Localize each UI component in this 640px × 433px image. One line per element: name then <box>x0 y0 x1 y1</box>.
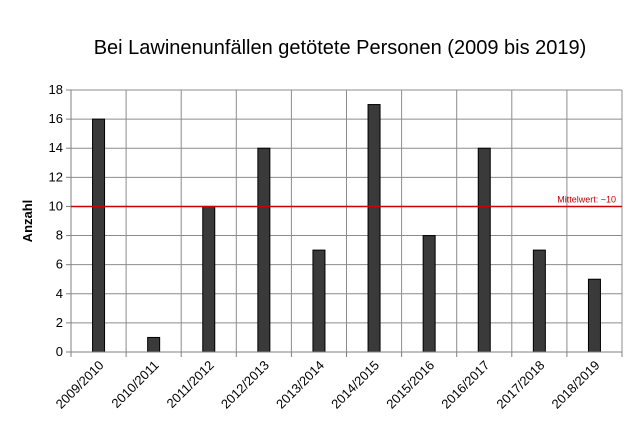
bar <box>587 278 601 353</box>
bar <box>257 147 271 353</box>
bar <box>202 205 216 353</box>
y-tick-label: 14 <box>49 140 63 155</box>
y-tick-label: 12 <box>49 169 63 184</box>
bar <box>367 104 381 353</box>
x-tick-label: 2016/2017 <box>438 358 492 412</box>
x-tick-labels: 2009/2010 2010/2011 2011/2012 2012/2013 2013… <box>53 358 603 412</box>
y-tick-label: 4 <box>56 286 63 301</box>
bars <box>92 104 601 353</box>
bar <box>147 336 161 353</box>
axes <box>66 89 623 357</box>
bar <box>312 249 326 353</box>
y-tick-label: 16 <box>49 111 63 126</box>
mean-reference-line: Mittelwert: ~10 <box>71 194 622 208</box>
y-tick-labels: 0 2 4 6 8 10 12 14 16 18 <box>49 82 63 359</box>
x-tick-label: 2014/2015 <box>328 358 382 412</box>
x-tick-label: 2011/2012 <box>163 358 216 411</box>
mean-line-label: Mittelwert: ~10 <box>557 194 616 204</box>
bar <box>477 147 491 353</box>
x-tick-label: 2015/2016 <box>383 358 437 412</box>
bar <box>422 235 436 353</box>
x-tick-label: 2018/2019 <box>549 358 603 412</box>
x-tick-label: 2012/2013 <box>218 358 272 412</box>
bar <box>532 249 546 353</box>
x-tick-label: 2010/2011 <box>108 358 161 411</box>
y-tick-label: 2 <box>56 315 63 330</box>
chart-title: Bei Lawinenunfällen getötete Personen (2… <box>94 37 587 59</box>
y-tick-label: 10 <box>49 198 63 213</box>
y-axis-label: Anzahl <box>20 200 35 243</box>
y-tick-label: 18 <box>49 82 63 97</box>
x-tick-label: 2017/2018 <box>493 358 547 412</box>
x-tick-label: 2013/2014 <box>273 358 327 412</box>
x-tick-label: 2009/2010 <box>53 358 107 412</box>
bar <box>92 118 106 353</box>
y-tick-label: 0 <box>56 344 63 359</box>
y-tick-label: 8 <box>56 228 63 243</box>
y-tick-label: 6 <box>56 257 63 272</box>
